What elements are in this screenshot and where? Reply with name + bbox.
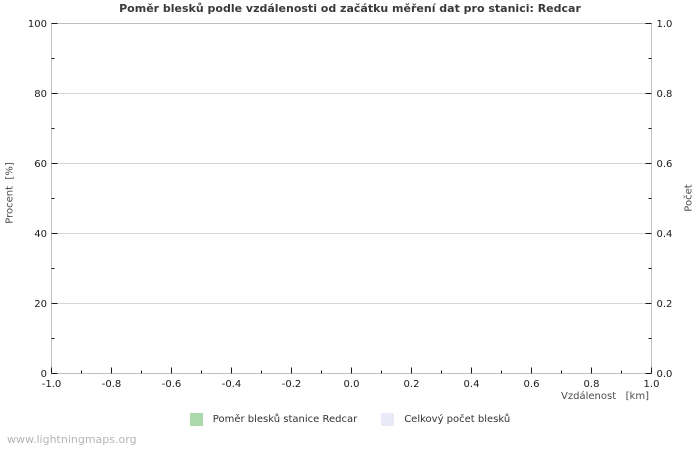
legend-item-station-ratio: Poměr blesků stanice Redcar xyxy=(189,412,358,426)
x-tick-label: 0.8 xyxy=(584,379,600,390)
x-tick-label: 1.0 xyxy=(644,379,660,390)
y-left-tick-label: 80 xyxy=(34,89,47,100)
y-left-tick-label: 0 xyxy=(41,369,47,380)
x-tick-label: 0.2 xyxy=(404,379,420,390)
x-tick-label: 0.6 xyxy=(524,379,540,390)
plot-border xyxy=(51,23,652,374)
legend-label-total-count: Celkový počet blesků xyxy=(404,413,511,425)
y-axis-title-left: Procent [%] xyxy=(4,162,16,224)
y-right-tick-label: 0.8 xyxy=(657,89,673,100)
legend-item-total-count: Celkový počet blesků xyxy=(381,412,511,426)
legend-label-station-ratio: Poměr blesků stanice Redcar xyxy=(212,413,358,425)
watermark: www.lightningmaps.org xyxy=(7,433,137,446)
y-right-tick-label: 0.0 xyxy=(657,369,673,380)
x-axis-title: Vzdálenost [km] xyxy=(561,391,649,402)
x-tick-label: 0.0 xyxy=(344,379,360,390)
y-right-tick-label: 1.0 xyxy=(657,19,673,30)
y-left-tick-label: 20 xyxy=(34,299,47,310)
x-tick-label: -0.4 xyxy=(222,379,242,390)
x-tick-label: -0.8 xyxy=(102,379,122,390)
x-tick-label: -1.0 xyxy=(42,379,62,390)
y-right-tick-label: 0.6 xyxy=(657,159,673,170)
legend-swatch-station-ratio xyxy=(189,412,203,426)
legend: Poměr blesků stanice Redcar Celkový poče… xyxy=(0,411,700,427)
chart-title: Poměr blesků podle vzdálenosti od začátk… xyxy=(119,2,581,15)
y-right-tick-label: 0.2 xyxy=(657,299,673,310)
y-left-tick-label: 60 xyxy=(34,159,47,170)
x-tick-label: -0.2 xyxy=(282,379,302,390)
x-tick-label: 0.4 xyxy=(464,379,480,390)
y-left-tick-label: 40 xyxy=(34,229,47,240)
y-right-tick-label: 0.4 xyxy=(657,229,673,240)
y-axis-title-right: Počet xyxy=(683,184,695,212)
legend-swatch-total-count xyxy=(381,412,395,426)
x-tick-label: -0.6 xyxy=(162,379,182,390)
y-left-tick-label: 100 xyxy=(28,19,47,30)
